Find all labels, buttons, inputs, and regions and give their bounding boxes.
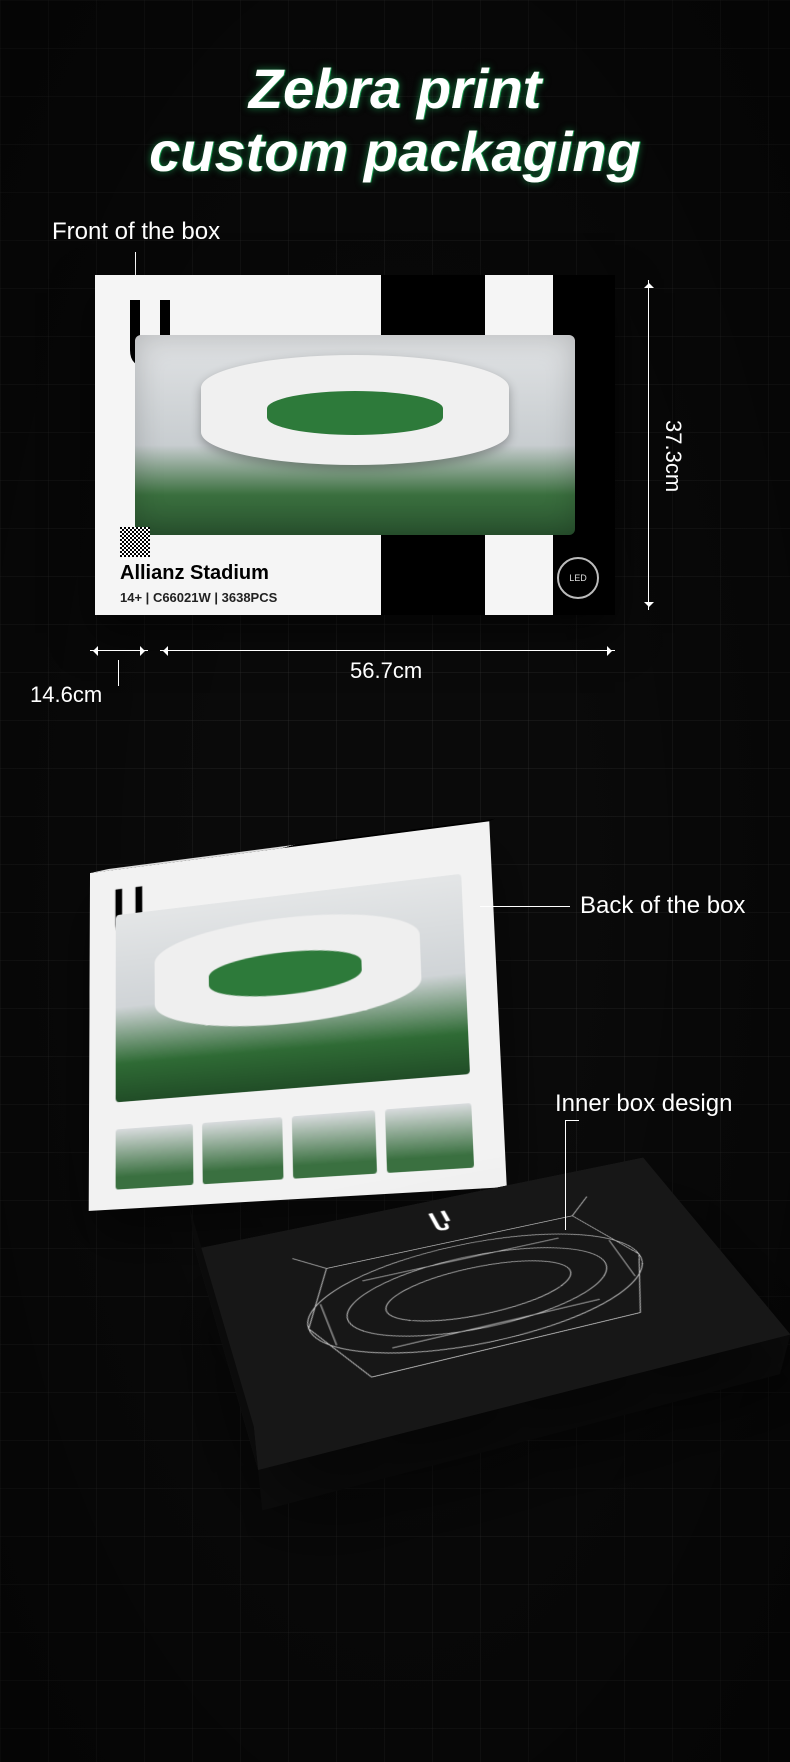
box-inner (195, 1158, 790, 1470)
spec-age: 14+ (120, 590, 142, 605)
box-back (89, 821, 507, 1211)
thumb-2 (202, 1117, 283, 1184)
dim-width-label: 56.7cm (350, 658, 422, 684)
box-front: Allianz Stadium 14+ | C66021W | 3638PCS … (95, 275, 615, 615)
stadium-illustration (135, 335, 575, 535)
product-name: Allianz Stadium (120, 562, 269, 585)
pointer-inner (565, 1120, 566, 1230)
dim-height-line (648, 280, 649, 610)
box-inner-side-left (190, 1209, 258, 1470)
led-badge-icon: LED (557, 557, 599, 599)
stadium-field (267, 391, 443, 435)
dim-depth-tick (118, 660, 119, 686)
title-line-1: Zebra print (0, 58, 790, 121)
scene-back-inner (0, 840, 790, 1560)
product-spec: 14+ | C66021W | 3638PCS (120, 590, 277, 605)
pointer-inner-h (565, 1120, 579, 1121)
label-inner: Inner box design (555, 1090, 732, 1118)
label-front: Front of the box (52, 218, 220, 246)
dim-depth-line (90, 650, 148, 651)
label-back: Back of the box (580, 892, 745, 920)
pointer-back (480, 906, 570, 907)
led-label: LED (569, 573, 587, 583)
dim-width-line (160, 650, 615, 651)
title-line-2: custom packaging (0, 121, 790, 184)
thumb-1 (116, 1124, 194, 1190)
spec-pieces: 3638PCS (222, 590, 278, 605)
qr-code-icon (120, 527, 150, 557)
spec-model: C66021W (153, 590, 211, 605)
dim-height-label: 37.3cm (660, 420, 686, 492)
dim-depth-label: 14.6cm (30, 682, 102, 708)
page-title: Zebra print custom packaging (0, 58, 790, 183)
